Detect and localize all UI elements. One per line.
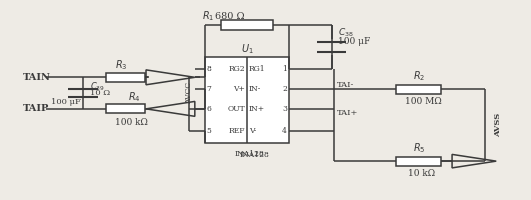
Text: 100 μF: 100 μF bbox=[51, 98, 81, 106]
Text: 100 kΩ: 100 kΩ bbox=[115, 118, 148, 127]
Text: $R_5$: $R_5$ bbox=[414, 141, 426, 155]
Text: AVSS: AVSS bbox=[494, 113, 502, 137]
Text: 4: 4 bbox=[282, 127, 287, 135]
Text: 10 kΩ: 10 kΩ bbox=[408, 169, 435, 178]
Text: 680 Ω: 680 Ω bbox=[215, 12, 245, 21]
Text: 1: 1 bbox=[282, 65, 287, 73]
Text: AVCC: AVCC bbox=[185, 82, 193, 104]
Text: 10 Ω: 10 Ω bbox=[90, 89, 110, 97]
Text: V-: V- bbox=[249, 127, 256, 135]
Text: TAIN: TAIN bbox=[22, 73, 50, 82]
Bar bbox=[396, 157, 441, 166]
Bar bbox=[396, 85, 441, 94]
Text: $C_{39}$: $C_{39}$ bbox=[90, 81, 105, 93]
Bar bbox=[106, 104, 145, 113]
Text: 2: 2 bbox=[282, 85, 287, 93]
Text: IN-: IN- bbox=[249, 85, 261, 93]
Text: TAIP: TAIP bbox=[22, 104, 49, 113]
Text: 100 MΩ: 100 MΩ bbox=[406, 97, 442, 106]
Bar bbox=[106, 73, 145, 82]
Bar bbox=[205, 57, 289, 143]
Text: 7: 7 bbox=[207, 85, 212, 93]
Text: $R_1$: $R_1$ bbox=[202, 9, 215, 23]
Text: INA128: INA128 bbox=[240, 151, 270, 159]
Bar bbox=[220, 20, 273, 30]
Text: V+: V+ bbox=[234, 85, 245, 93]
Text: 3: 3 bbox=[282, 105, 287, 113]
Text: TAI+: TAI+ bbox=[337, 109, 358, 117]
Text: REF: REF bbox=[229, 127, 245, 135]
Text: RG1: RG1 bbox=[249, 65, 265, 73]
Text: TAI-: TAI- bbox=[337, 81, 354, 89]
Text: $R_2$: $R_2$ bbox=[414, 69, 426, 83]
Text: 8: 8 bbox=[207, 65, 212, 73]
Text: OUT: OUT bbox=[228, 105, 245, 113]
Text: IN+: IN+ bbox=[249, 105, 265, 113]
Text: $R_4$: $R_4$ bbox=[128, 90, 141, 104]
Text: 100 μF: 100 μF bbox=[338, 37, 370, 46]
Text: 5: 5 bbox=[207, 127, 212, 135]
Text: RG2: RG2 bbox=[229, 65, 245, 73]
Text: INA128: INA128 bbox=[235, 150, 264, 158]
Text: $R_3$: $R_3$ bbox=[115, 59, 127, 72]
Text: $C_{38}$: $C_{38}$ bbox=[338, 27, 354, 39]
Text: 6: 6 bbox=[207, 105, 212, 113]
Text: $U_1$: $U_1$ bbox=[241, 42, 253, 56]
